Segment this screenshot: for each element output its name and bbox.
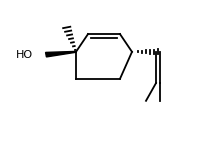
Text: HO: HO xyxy=(16,50,33,60)
Polygon shape xyxy=(46,51,76,57)
